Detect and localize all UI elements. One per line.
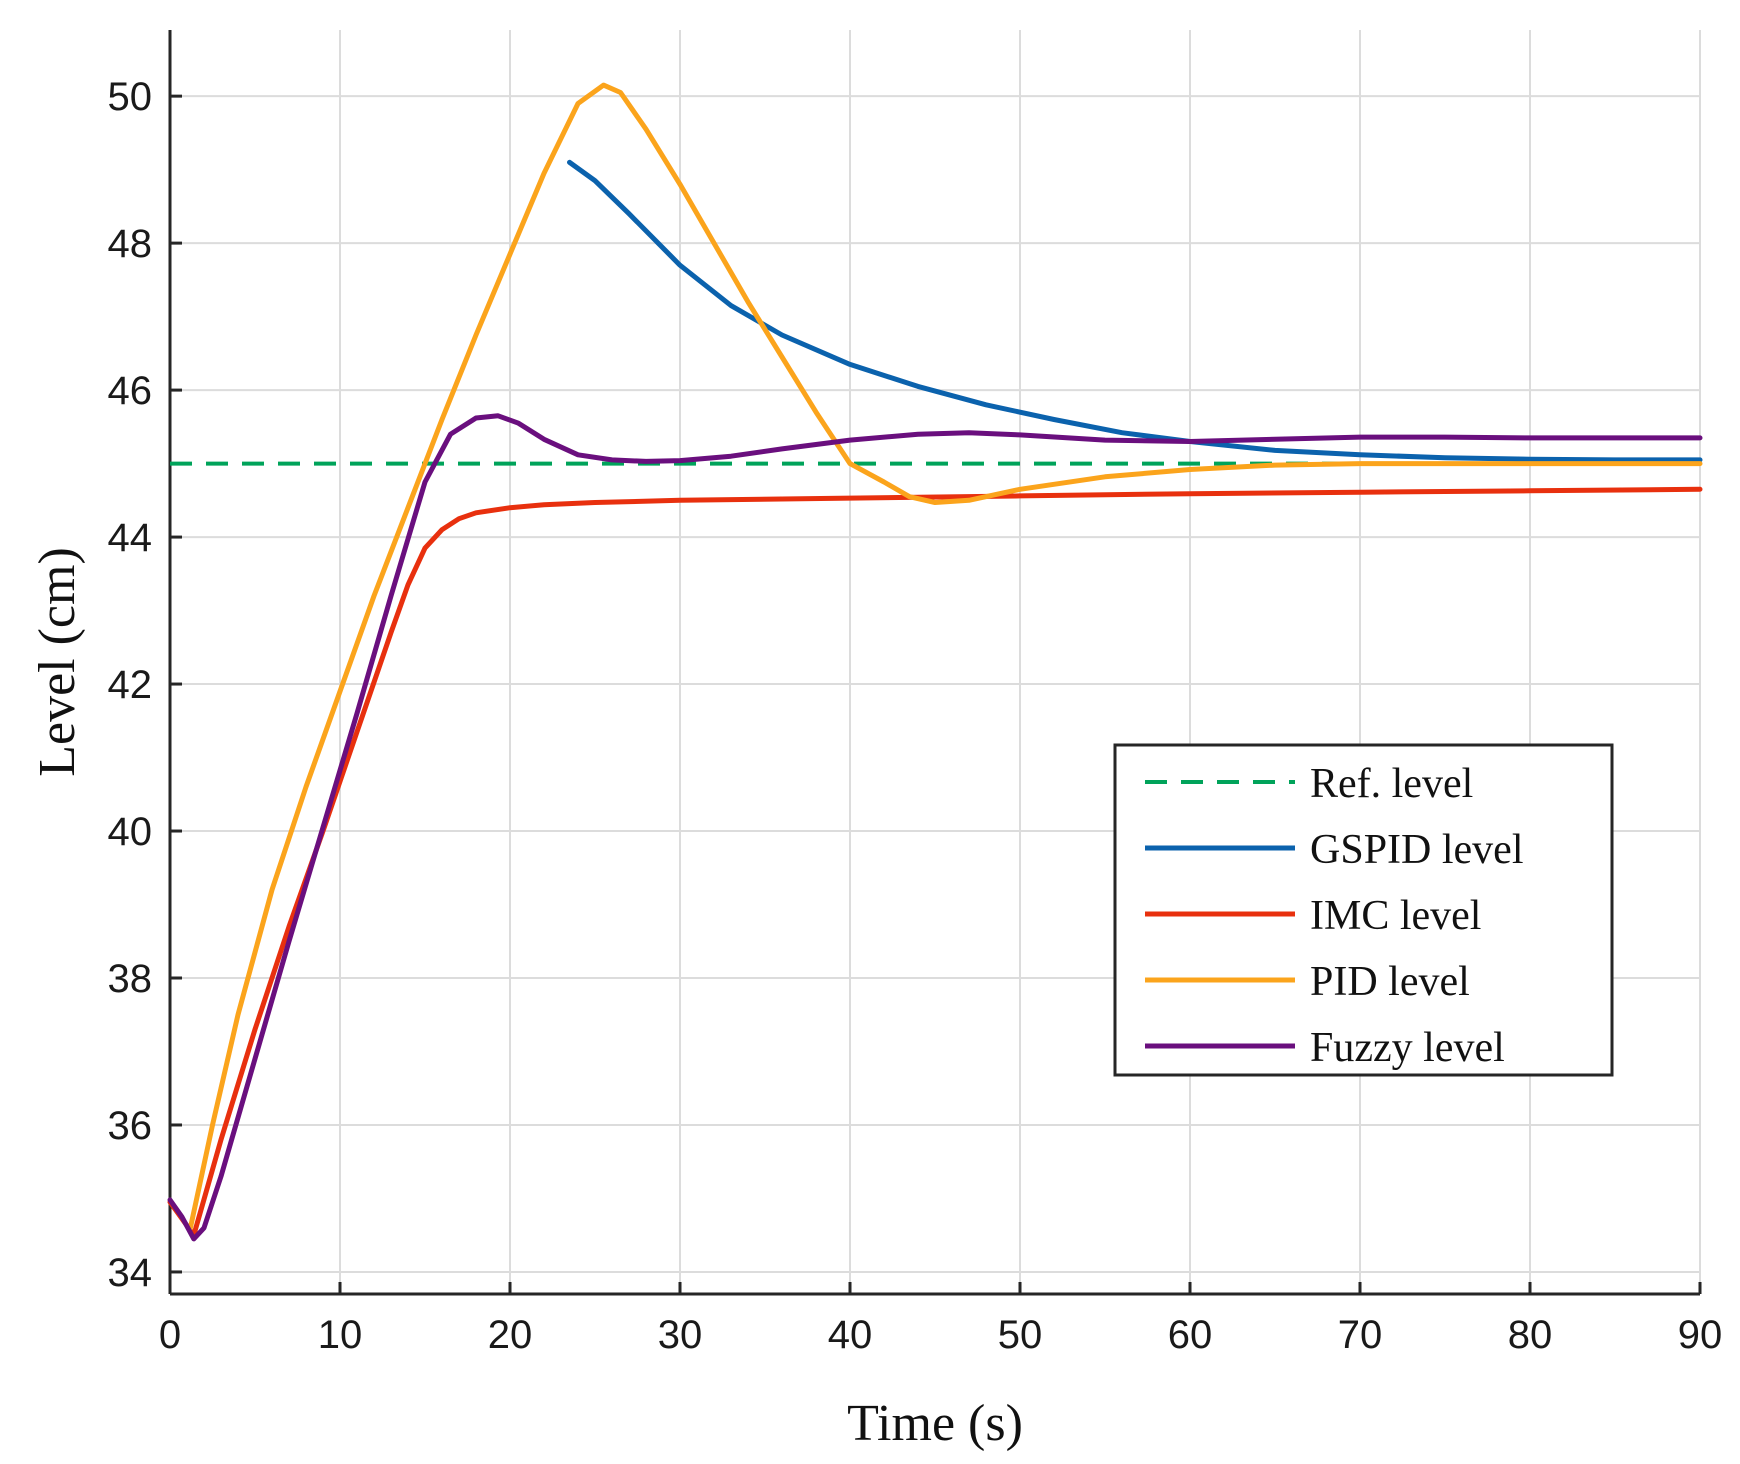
x-tick-label: 50 [998, 1313, 1043, 1357]
series-line-fuzzy-level [167, 413, 1703, 1242]
series-line-pid-level [187, 82, 1703, 1231]
x-tick-label: 40 [828, 1313, 873, 1357]
legend-label-imc-level: IMC level [1310, 893, 1481, 939]
y-tick-label: 42 [108, 663, 153, 707]
y-tick-label: 44 [108, 516, 153, 560]
series-line-imc-level [167, 486, 1703, 1238]
x-tick-label: 30 [658, 1313, 703, 1357]
series-line-gspid-level [567, 159, 1703, 463]
y-tick-label: 50 [108, 75, 153, 119]
x-axis-ticks: 0 10 20 30 40 50 60 70 80 90 [159, 1282, 1722, 1357]
y-tick-label: 40 [108, 810, 153, 854]
legend-label-pid-level: PID level [1310, 959, 1470, 1005]
x-axis-title: Time (s) [847, 1395, 1023, 1452]
legend-label-ref-level: Ref. level [1310, 761, 1473, 807]
x-tick-label: 20 [488, 1313, 533, 1357]
y-axis-title: Level (cm) [29, 547, 86, 777]
y-tick-label: 46 [108, 369, 153, 413]
y-tick-label: 34 [108, 1251, 153, 1295]
axes [168, 30, 1700, 1296]
y-axis-ticks: 34 36 38 40 42 44 46 48 50 [108, 75, 182, 1295]
x-tick-label: 70 [1338, 1313, 1383, 1357]
legend-label-fuzzy-level: Fuzzy level [1310, 1025, 1505, 1071]
x-tick-label: 0 [159, 1313, 181, 1357]
y-tick-label: 48 [108, 222, 153, 266]
y-tick-label: 38 [108, 957, 153, 1001]
series-layer [167, 82, 1703, 1242]
x-tick-label: 10 [318, 1313, 363, 1357]
x-tick-label: 90 [1678, 1313, 1723, 1357]
legend: Ref. level GSPID level IMC level PID level F… [1113, 743, 1614, 1077]
legend-box [1113, 743, 1614, 1077]
x-tick-label: 60 [1168, 1313, 1213, 1357]
legend-label-gspid-level: GSPID level [1310, 827, 1524, 873]
y-tick-label: 36 [108, 1104, 153, 1148]
x-tick-label: 80 [1508, 1313, 1553, 1357]
